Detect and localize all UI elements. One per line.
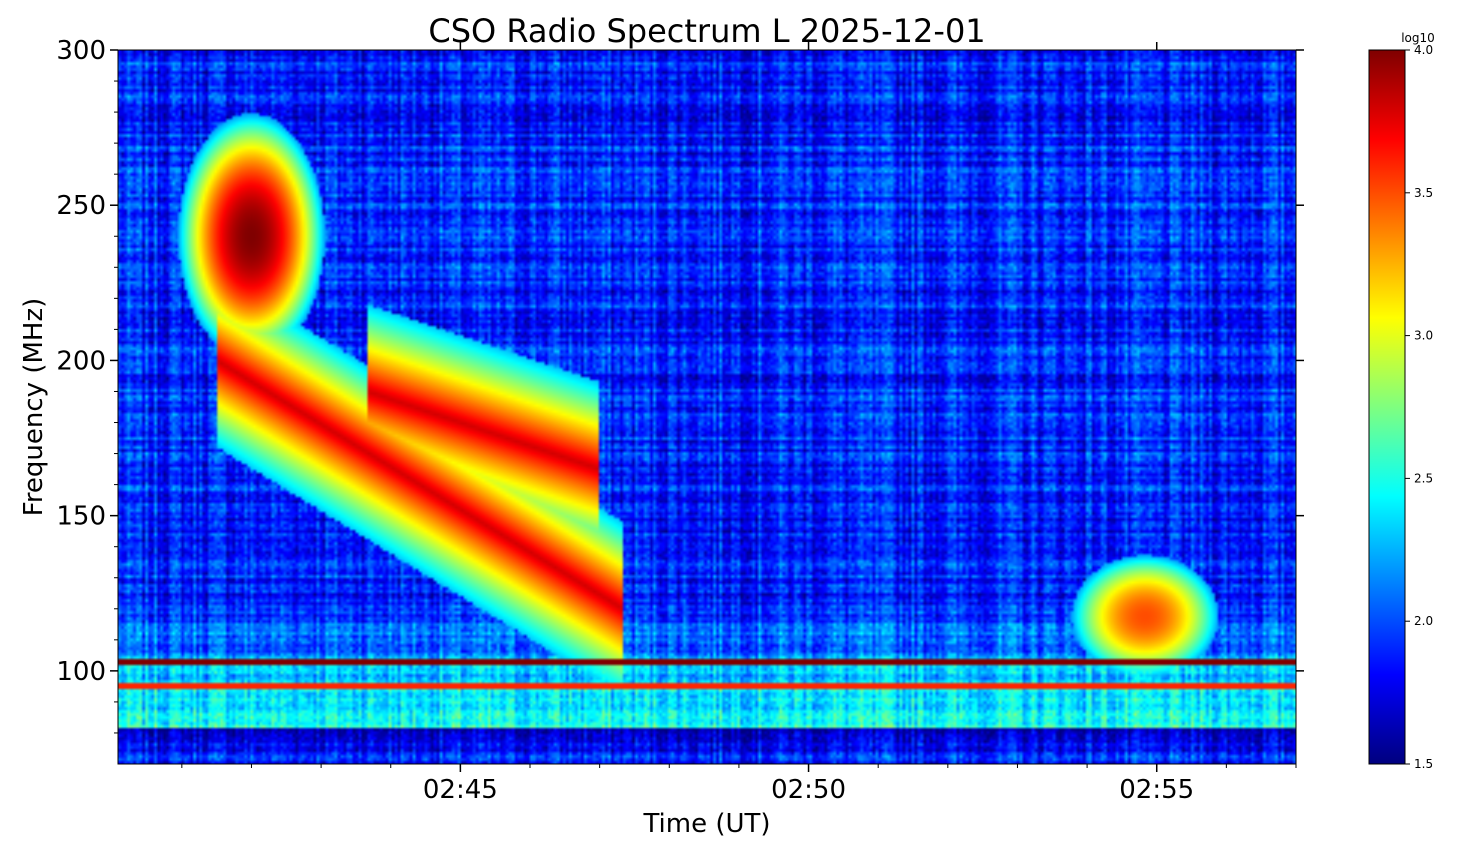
colorbar-tick-label: 2.5 (1414, 471, 1433, 485)
x-tick-label: 02:55 (1119, 775, 1194, 805)
colorbar: log10 4.0 3.5 3.0 2.5 2.0 1.5 (1368, 31, 1435, 771)
x-tick-label: 02:50 (771, 775, 846, 805)
colorbar-gradient (1368, 49, 1406, 765)
colorbar-tick-label: 1.5 (1414, 757, 1433, 771)
x-axis-label: Time (UT) (642, 809, 770, 839)
colorbar-tick-label: 4.0 (1414, 43, 1433, 57)
plot-frame (117, 49, 1297, 765)
colorbar-tick-label: 3.0 (1414, 329, 1433, 343)
x-axis-ticks: 02:45 02:50 02:55 (181, 42, 1297, 805)
y-tick-label: 200 (56, 346, 106, 376)
y-axis-label: Frequency (MHz) (19, 298, 49, 517)
x-tick-label: 02:45 (423, 775, 498, 805)
y-tick-label: 150 (56, 502, 106, 532)
y-tick-label: 300 (56, 36, 106, 66)
colorbar-label: log10 (1401, 31, 1435, 45)
spectrogram-image (118, 50, 1296, 764)
colorbar-ticks: 4.0 3.5 3.0 2.5 2.0 1.5 (1405, 43, 1433, 771)
y-tick-label: 100 (56, 657, 106, 687)
colorbar-tick-label: 3.5 (1414, 186, 1433, 200)
y-axis-ticks: 100 150 200 250 300 (56, 36, 1304, 734)
y-tick-label: 250 (56, 191, 106, 221)
colorbar-tick-label: 2.0 (1414, 614, 1433, 628)
plot-area: 02:45 02:50 02:55 100 150 200 250 300 (56, 36, 1304, 805)
chart-title: CSO Radio Spectrum L 2025-12-01 (428, 12, 985, 50)
